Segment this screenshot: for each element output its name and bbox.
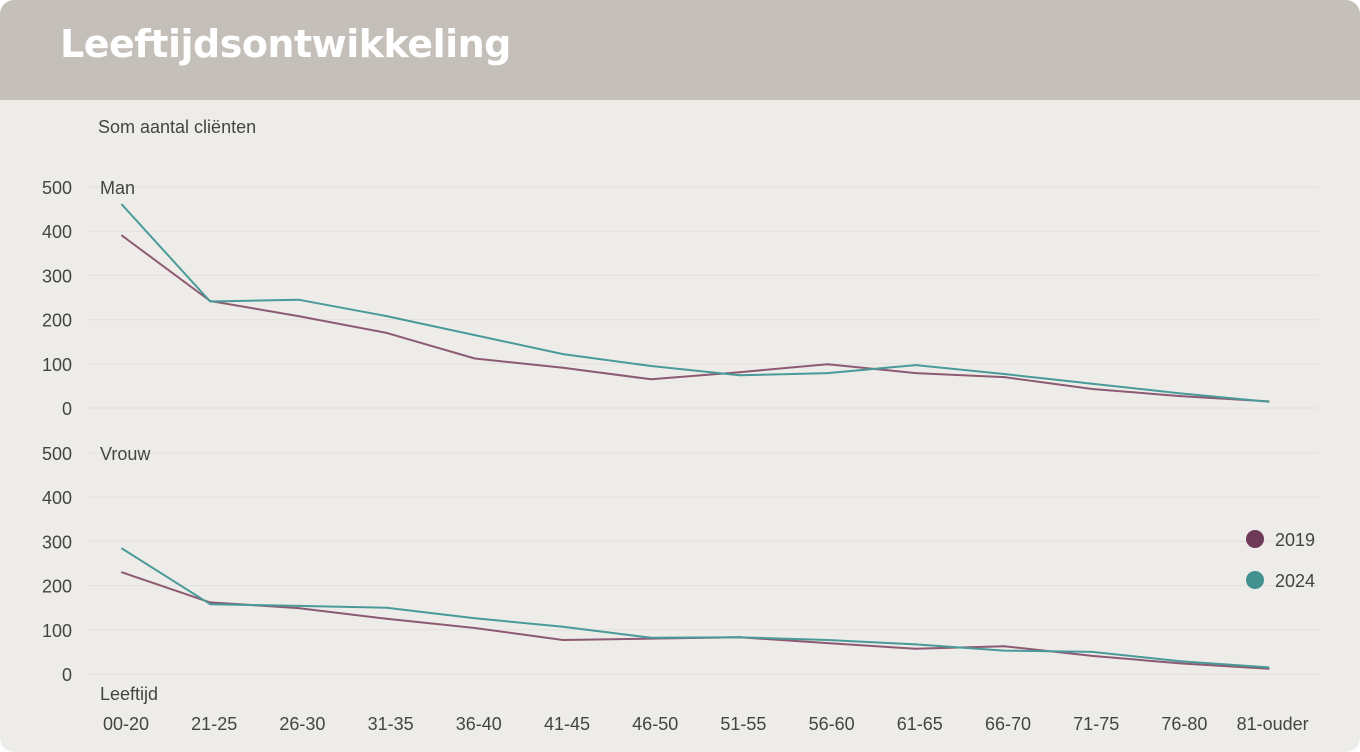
x-tick-label: 46-50 — [632, 714, 678, 734]
legend-marker-2024 — [1246, 571, 1264, 589]
data-point-man-2019 — [826, 363, 829, 366]
data-point-vrouw-2024 — [914, 643, 917, 646]
panel-label-vrouw: Vrouw — [100, 444, 151, 464]
x-tick-label: 51-55 — [720, 714, 766, 734]
data-point-man-2024 — [738, 374, 741, 377]
title-bar: Leeftijdsontwikkeling — [0, 0, 1360, 100]
x-tick-label: 61-65 — [897, 714, 943, 734]
data-point-man-2024 — [297, 298, 300, 301]
data-point-vrouw-2019 — [914, 647, 917, 650]
data-point-vrouw-2024 — [826, 638, 829, 641]
data-point-vrouw-2024 — [121, 547, 123, 550]
data-point-man-2024 — [385, 315, 388, 318]
legend-label-2024: 2024 — [1275, 571, 1315, 591]
x-tick-label: 66-70 — [985, 714, 1031, 734]
x-tick-label: 31-35 — [368, 714, 414, 734]
data-point-man-2019 — [473, 357, 476, 360]
y-axis-title: Som aantal cliënten — [98, 117, 256, 137]
data-point-man-2019 — [650, 378, 653, 381]
y-tick-label: 300 — [42, 532, 72, 552]
y-tick-label: 500 — [42, 178, 72, 198]
data-point-man-2024 — [562, 353, 564, 356]
x-tick-label: 76-80 — [1161, 714, 1207, 734]
x-tick-label: 00-20 — [103, 714, 149, 734]
data-point-man-2019 — [562, 366, 564, 369]
x-tick-label: 81-ouder — [1237, 714, 1309, 734]
data-point-man-2024 — [121, 203, 123, 206]
data-point-man-2019 — [1091, 387, 1094, 390]
data-point-vrouw-2024 — [385, 606, 388, 609]
series-line-man-2024 — [121, 204, 1269, 403]
x-axis-title: Leeftijd — [100, 684, 158, 704]
data-point-vrouw-2024 — [738, 636, 741, 639]
data-point-vrouw-2019 — [473, 627, 476, 630]
y-tick-label: 0 — [62, 665, 72, 685]
series-line-man-2019 — [121, 234, 1269, 403]
x-tick-label: 41-45 — [544, 714, 590, 734]
data-point-man-2019 — [914, 372, 917, 375]
y-tick-label: 200 — [42, 577, 72, 597]
x-tick-label: 36-40 — [456, 714, 502, 734]
y-tick-label: 400 — [42, 488, 72, 508]
data-point-vrouw-2024 — [562, 625, 564, 628]
data-point-man-2024 — [914, 364, 917, 367]
data-point-vrouw-2019 — [1003, 645, 1005, 648]
data-point-vrouw-2024 — [1091, 650, 1094, 653]
data-point-vrouw-2019 — [121, 571, 123, 574]
data-point-man-2024 — [1179, 392, 1182, 395]
y-tick-label: 300 — [42, 266, 72, 286]
legend-label-2019: 2019 — [1275, 530, 1315, 550]
data-point-man-2019 — [385, 331, 388, 334]
data-point-vrouw-2019 — [1179, 662, 1182, 665]
y-tick-label: 100 — [42, 355, 72, 375]
data-point-vrouw-2024 — [297, 604, 300, 607]
panel-label-man: Man — [100, 178, 135, 198]
data-point-man-2024 — [473, 334, 476, 337]
chart-title: Leeftijdsontwikkeling — [60, 22, 511, 66]
data-point-vrouw-2019 — [385, 617, 388, 620]
data-point-man-2019 — [738, 371, 741, 374]
data-point-vrouw-2024 — [1179, 660, 1182, 663]
y-tick-label: 200 — [42, 311, 72, 331]
x-tick-label: 56-60 — [809, 714, 855, 734]
data-point-vrouw-2019 — [826, 642, 829, 645]
data-point-man-2024 — [1091, 382, 1094, 385]
y-tick-label: 0 — [62, 399, 72, 419]
series-line-vrouw-2024 — [121, 547, 1269, 669]
data-point-man-2024 — [209, 300, 212, 303]
data-point-vrouw-2024 — [1003, 649, 1005, 652]
data-point-man-2019 — [297, 315, 300, 318]
data-point-man-2024 — [1267, 400, 1270, 403]
x-tick-label: 26-30 — [279, 714, 325, 734]
legend-marker-2019 — [1246, 530, 1264, 548]
x-tick-label: 21-25 — [191, 714, 237, 734]
data-point-vrouw-2024 — [1267, 666, 1270, 669]
y-tick-label: 400 — [42, 222, 72, 242]
data-point-vrouw-2024 — [650, 636, 653, 639]
data-point-man-2024 — [650, 365, 653, 368]
data-point-vrouw-2024 — [209, 603, 212, 606]
data-point-vrouw-2024 — [473, 617, 476, 620]
data-point-vrouw-2019 — [297, 607, 300, 610]
data-point-vrouw-2019 — [562, 638, 564, 641]
y-tick-label: 100 — [42, 621, 72, 641]
data-point-man-2019 — [1003, 376, 1005, 379]
y-tick-label: 500 — [42, 444, 72, 464]
data-point-man-2019 — [121, 234, 123, 237]
x-tick-label: 71-75 — [1073, 714, 1119, 734]
data-point-man-2024 — [826, 372, 829, 375]
series-line-vrouw-2019 — [121, 571, 1269, 670]
data-point-man-2019 — [1179, 395, 1182, 398]
data-point-man-2024 — [1003, 372, 1005, 375]
data-point-vrouw-2019 — [1091, 654, 1094, 657]
